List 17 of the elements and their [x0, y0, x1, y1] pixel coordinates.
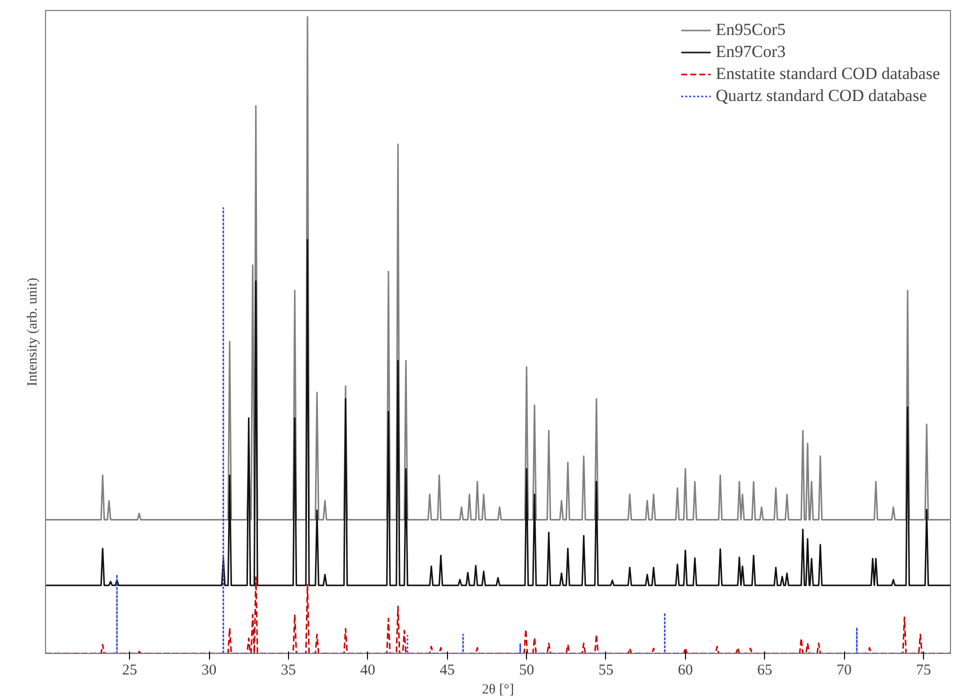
x-tick-label: 40: [360, 662, 376, 678]
y-axis-title: Intensity (arb. unit): [26, 277, 40, 386]
legend-label: Quartz standard COD database: [716, 86, 927, 106]
x-tick-label: 45: [440, 662, 455, 678]
x-tick-label: 50: [519, 662, 534, 678]
x-axis-title: 2θ [°]: [482, 682, 514, 698]
legend-label: En95Cor5: [716, 20, 786, 40]
x-tick-label: 25: [122, 662, 138, 678]
x-tick-label: 65: [757, 662, 772, 678]
x-tick-label: 75: [916, 662, 932, 678]
legend-label: En97Cor3: [716, 42, 786, 62]
x-tick-label: 30: [202, 662, 217, 678]
x-tick-label: 70: [836, 662, 852, 678]
legend-label: Enstatite standard COD database: [716, 64, 940, 84]
x-tick-label: 55: [598, 662, 614, 678]
x-tick-label: 35: [280, 662, 296, 678]
x-tick-label: 60: [678, 662, 693, 678]
